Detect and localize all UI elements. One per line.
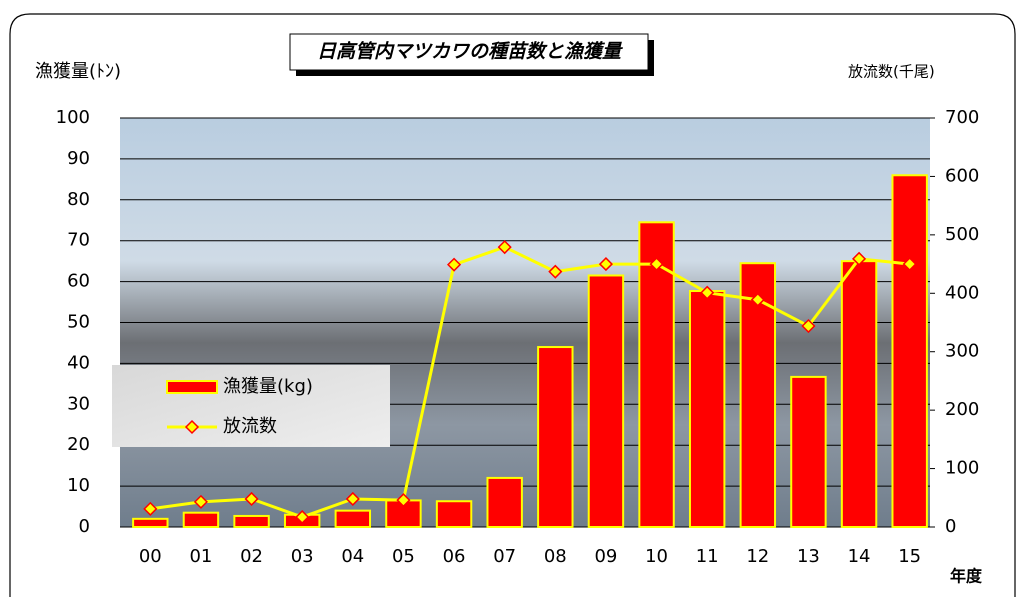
bar xyxy=(133,519,167,527)
legend-label: 放流数 xyxy=(223,416,277,437)
y-tick-label: 60 xyxy=(67,271,90,292)
y2-tick-label: 0 xyxy=(945,516,956,537)
x-tick-label: 10 xyxy=(645,546,668,567)
x-tick-label: 04 xyxy=(341,546,364,567)
y-tick-label: 90 xyxy=(67,148,90,169)
y-tick-label: 80 xyxy=(67,189,90,210)
x-tick-label: 05 xyxy=(392,546,415,567)
chart-title: 日高管内マツカワの種苗数と漁獲量 xyxy=(317,41,623,63)
x-tick-label: 11 xyxy=(696,546,719,567)
y2-tick-label: 500 xyxy=(945,224,979,245)
y-tick-label: 100 xyxy=(56,107,90,128)
bar xyxy=(892,175,926,527)
y-tick-label: 30 xyxy=(67,393,90,414)
bar xyxy=(791,377,825,527)
x-tick-label: 07 xyxy=(493,546,516,567)
x-tick-label: 14 xyxy=(848,546,871,567)
y-tick-label: 50 xyxy=(67,312,90,333)
y2-tick-label: 400 xyxy=(945,282,979,303)
x-tick-label: 15 xyxy=(898,546,921,567)
y2-tick-label: 100 xyxy=(945,458,979,479)
y-tick-label: 40 xyxy=(67,352,90,373)
bar xyxy=(589,275,623,527)
bar xyxy=(336,511,370,527)
x-tick-label: 00 xyxy=(139,546,162,567)
y2-tick-label: 600 xyxy=(945,165,979,186)
y2-tick-label: 300 xyxy=(945,341,979,362)
bar xyxy=(437,501,471,527)
chart: 日高管内マツカワの種苗数と漁獲量 漁獲量(ﾄﾝ) 放流数(千尾) 年度 0102… xyxy=(0,0,1025,597)
x-tick-label: 08 xyxy=(544,546,567,567)
x-axis-label: 年度 xyxy=(950,567,983,586)
page: {"chart_data": {"type": "bar-line", "tit… xyxy=(0,0,1025,597)
y2-tick-label: 700 xyxy=(945,107,979,128)
bar xyxy=(234,516,268,527)
y2-axis-label: 放流数(千尾) xyxy=(848,63,935,81)
y-tick-label: 20 xyxy=(67,434,90,455)
x-tick-label: 03 xyxy=(291,546,314,567)
legend-label: 漁獲量(kg) xyxy=(223,376,313,397)
y-axis-label: 漁獲量(ﾄﾝ) xyxy=(35,61,121,82)
x-tick-label: 02 xyxy=(240,546,263,567)
bar xyxy=(842,261,876,527)
bar xyxy=(690,291,724,527)
y-tick-label: 70 xyxy=(67,230,90,251)
x-tick-label: 13 xyxy=(797,546,820,567)
x-tick-label: 06 xyxy=(443,546,466,567)
y-tick-label: 0 xyxy=(79,516,90,537)
legend-swatch xyxy=(167,381,217,393)
bar xyxy=(487,478,521,527)
x-tick-label: 12 xyxy=(746,546,769,567)
bar xyxy=(184,513,218,527)
x-tick-label: 09 xyxy=(594,546,617,567)
bar xyxy=(538,347,572,527)
x-tick-label: 01 xyxy=(189,546,212,567)
y2-tick-label: 200 xyxy=(945,399,979,420)
y-tick-label: 10 xyxy=(67,475,90,496)
